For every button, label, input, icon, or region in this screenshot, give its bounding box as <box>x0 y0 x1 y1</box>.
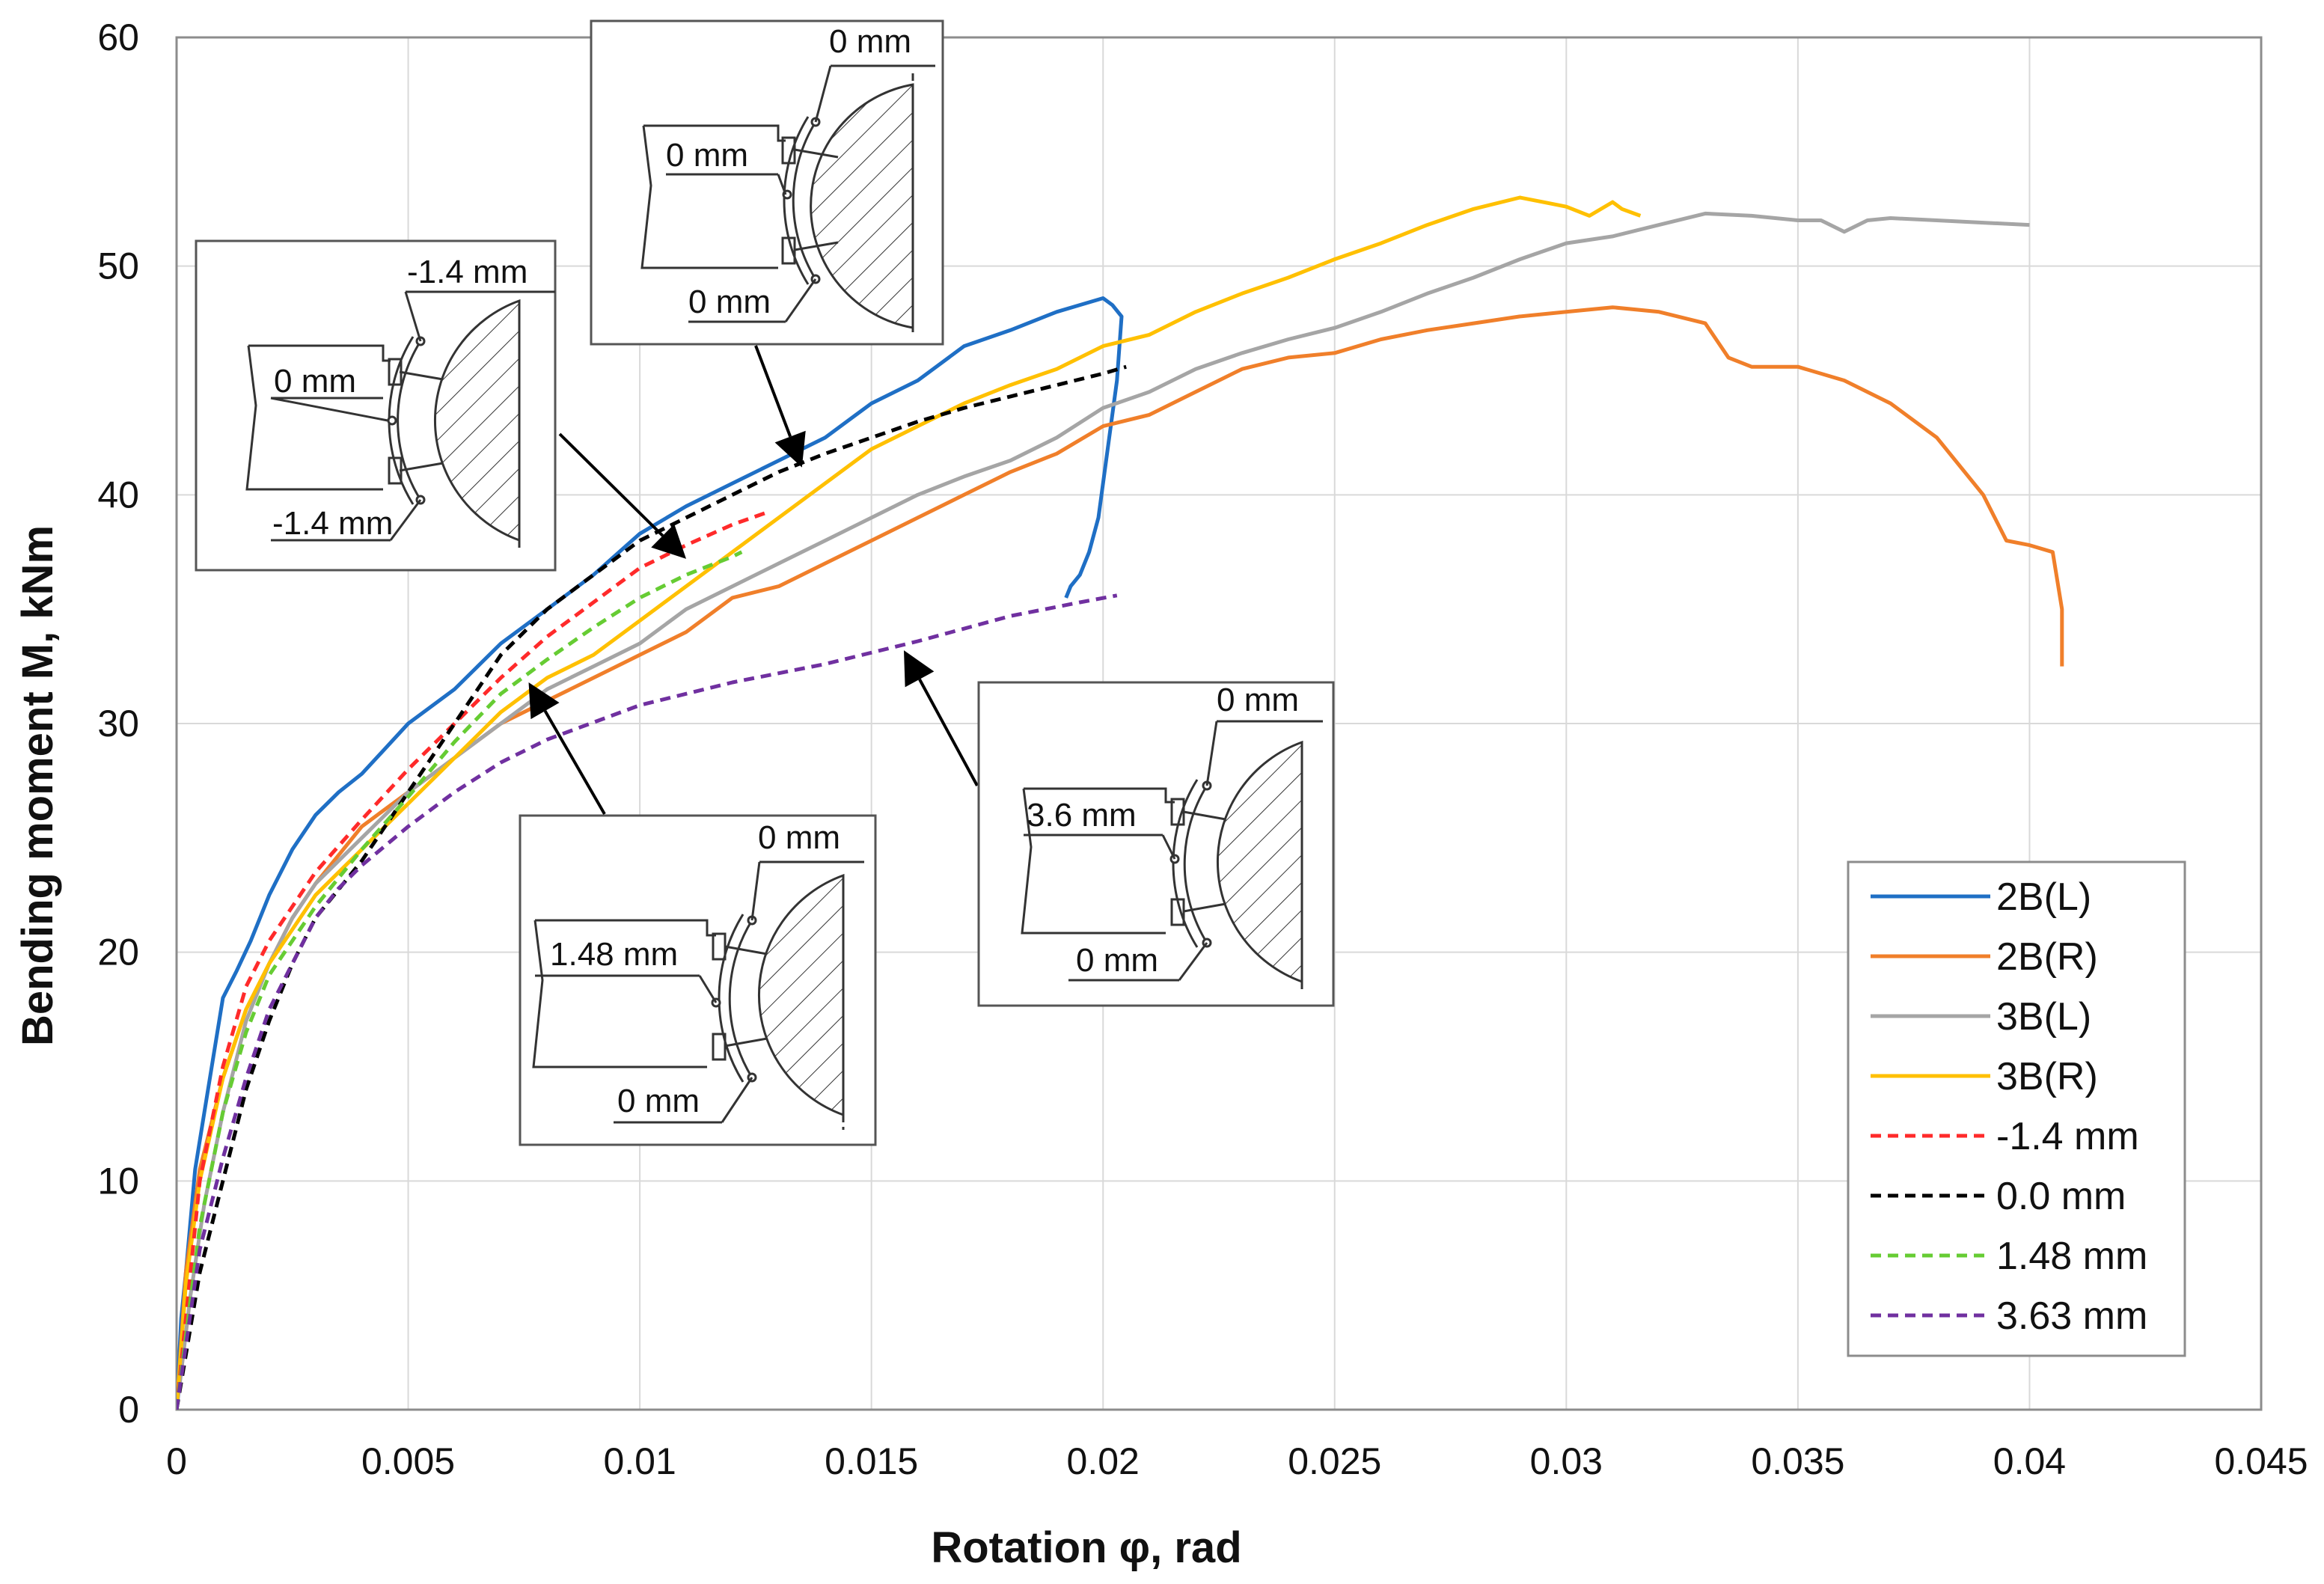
legend-label: 2B(L) <box>1996 875 2091 919</box>
legend: 2B(L) 2B(R) 3B(L) 3B(R) -1.4 mm 0.0 mm 1.48 mm… <box>1847 860 2186 1357</box>
annotation-arrowhead <box>651 524 687 559</box>
y-axis-title: Bending moment M, kNm <box>13 525 62 1046</box>
series-lines <box>177 195 2064 1410</box>
joint-drawing <box>532 860 864 1130</box>
inset-top-label: -1.4 mm <box>407 254 528 290</box>
inset-middle-label: 0 mm <box>666 137 748 174</box>
y-tick-label: 40 <box>97 474 139 516</box>
x-tick-label: 0.03 <box>1530 1440 1603 1482</box>
inset-1-48: 0 mm 1.48 mm 0 mm <box>519 814 877 1146</box>
inset-bottom-label: -1.4 mm <box>272 505 393 542</box>
annotation-arrowhead <box>774 430 806 468</box>
plot-area <box>175 36 2263 1411</box>
legend-label: 3.63 mm <box>1996 1294 2147 1338</box>
series-line-3b-r- <box>177 195 1642 1410</box>
annotation-arrow-line <box>558 432 664 537</box>
annotation-arrowhead <box>528 682 560 720</box>
x-tick-label: 0.02 <box>1067 1440 1140 1482</box>
inset-bottom-label: 0 mm <box>1076 942 1158 979</box>
y-tick-label: 30 <box>97 703 139 744</box>
y-tick-label: 50 <box>97 245 139 287</box>
series-line-3b-l- <box>177 211 2030 1410</box>
series-line-2b-l- <box>177 296 1124 1410</box>
x-tick-label: 0.015 <box>825 1440 918 1482</box>
x-tick-labels: 0 0.005 0.01 0.015 0.02 0.025 0.03 0.035 0.04 0.0… <box>166 1440 2308 1482</box>
legend-label: 3B(L) <box>1996 995 2091 1039</box>
inset-minus-1-4: -1.4 mm 0 mm -1.4 mm <box>195 239 557 572</box>
annotation-arrows <box>528 345 979 815</box>
x-tick-label: 0.025 <box>1288 1440 1381 1482</box>
inset-bottom-label: 0 mm <box>617 1083 700 1119</box>
inset-top-label: 0 mm <box>1217 682 1299 718</box>
y-tick-label: 20 <box>97 932 139 973</box>
inset-middle-label: 3.6 mm <box>1027 797 1137 834</box>
inset-zero: 0 mm 0 mm 0 mm <box>590 19 944 346</box>
series-line-1-48-mm <box>177 550 743 1410</box>
y-tick-label: 0 <box>118 1389 139 1431</box>
legend-label: -1.4 mm <box>1996 1115 2139 1158</box>
x-tick-label: 0.04 <box>1993 1440 2066 1482</box>
x-tick-label: 0 <box>166 1440 187 1482</box>
inset-top-label: 0 mm <box>758 819 840 856</box>
inset-top-label: 0 mm <box>829 23 911 60</box>
joint-drawing <box>245 290 555 548</box>
series-line--1-4-mm <box>177 511 766 1410</box>
x-axis-title: Rotation φ, rad <box>931 1523 1241 1572</box>
annotation-arrowhead <box>904 650 935 688</box>
series-line-2b-r- <box>177 305 2064 1410</box>
series-line-3-63-mm <box>177 593 1118 1410</box>
y-tick-label: 10 <box>97 1160 139 1202</box>
legend-label: 0.0 mm <box>1996 1175 2126 1218</box>
x-tick-label: 0.01 <box>603 1440 676 1482</box>
y-tick-label: 60 <box>97 16 139 58</box>
series-line-0-0-mm <box>177 364 1127 1410</box>
joint-drawing <box>640 64 935 335</box>
annotation-arrow-line <box>918 678 979 786</box>
legend-frame <box>1847 860 2186 1357</box>
annotation-arrow-line <box>543 710 606 815</box>
legend-label: 3B(R) <box>1996 1055 2098 1098</box>
legend-label: 1.48 mm <box>1996 1235 2147 1278</box>
x-tick-label: 0.035 <box>1751 1440 1844 1482</box>
inset-middle-label: 0 mm <box>274 363 356 400</box>
inset-bottom-label: 0 mm <box>688 284 771 320</box>
joint-drawing <box>1021 720 1323 989</box>
y-tick-labels: 0 10 20 30 40 50 60 <box>97 16 139 1431</box>
inset-3-6: 0 mm 3.6 mm 0 mm <box>977 681 1335 1007</box>
x-tick-label: 0.005 <box>361 1440 455 1482</box>
annotation-arrow-line <box>754 345 792 438</box>
x-tick-label: 0.045 <box>2214 1440 2308 1482</box>
inset-middle-label: 1.48 mm <box>550 936 678 973</box>
legend-label: 2B(R) <box>1996 935 2098 979</box>
